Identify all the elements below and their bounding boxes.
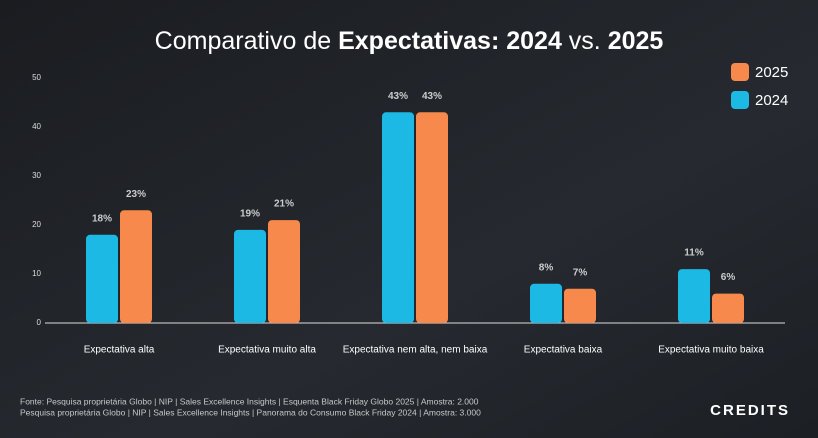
bar: [712, 293, 744, 323]
bar: [530, 283, 562, 323]
logo: CREDITS: [710, 402, 790, 419]
title-part: Comparativo de: [155, 27, 338, 55]
legend-swatch: [731, 91, 749, 109]
bar: [416, 112, 448, 323]
bar: [564, 288, 596, 323]
value-label: 18%: [92, 213, 112, 224]
value-label: 43%: [422, 91, 442, 102]
bar: [234, 229, 266, 323]
bar: [86, 234, 118, 323]
bar: [678, 269, 710, 323]
value-label: 43%: [388, 91, 408, 102]
y-tick-label: 0: [37, 318, 42, 327]
title-part: Expectativas: 2024: [338, 27, 562, 55]
x-tick-label: Expectativa alta: [84, 345, 155, 356]
title-part: 2025: [608, 27, 664, 55]
value-label: 19%: [240, 209, 260, 220]
legend-label: 2024: [755, 92, 788, 109]
y-tick-label: 10: [32, 269, 41, 278]
value-label: 23%: [126, 189, 146, 200]
y-tick-label: 50: [32, 73, 41, 82]
value-label: 7%: [573, 267, 588, 278]
bar: [382, 112, 414, 323]
bar: [268, 220, 300, 323]
x-tick-label: Expectativa muito alta: [218, 345, 316, 356]
value-label: 11%: [684, 248, 704, 259]
value-label: 8%: [539, 262, 554, 273]
legend-label: 2025: [755, 64, 788, 81]
y-tick-label: 30: [32, 171, 41, 180]
y-tick-label: 20: [32, 220, 41, 229]
value-label: 21%: [274, 199, 294, 210]
chart-title: Comparativo de Expectativas: 2024 vs. 20…: [155, 27, 664, 55]
y-tick-label: 40: [32, 122, 41, 131]
footnote: Pesquisa proprietária Globo | NIP | Sale…: [20, 407, 481, 417]
legend-swatch: [731, 63, 749, 81]
x-tick-label: Expectativa nem alta, nem baixa: [343, 345, 488, 356]
x-tick-label: Expectativa muito baixa: [658, 345, 764, 356]
x-tick-label: Expectativa baixa: [524, 345, 603, 356]
footnote: Fonte: Pesquisa proprietária Globo | NIP…: [20, 396, 479, 406]
bar: [120, 210, 152, 323]
value-label: 6%: [721, 272, 736, 283]
title-part: vs.: [562, 27, 608, 55]
